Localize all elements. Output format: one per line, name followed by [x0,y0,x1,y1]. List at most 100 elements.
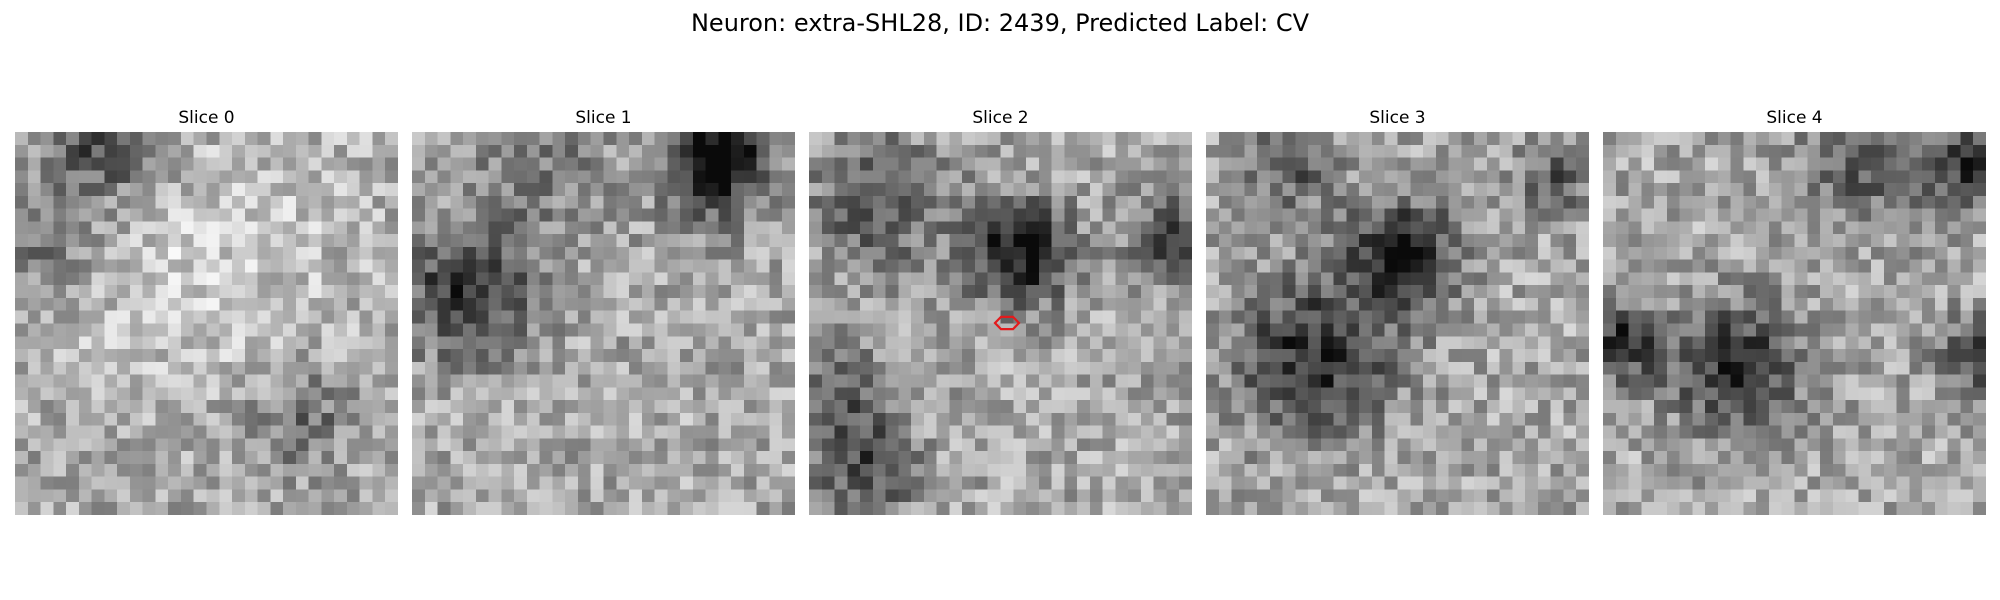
pixel [1807,349,1821,363]
pixel [1153,400,1168,414]
pixel [321,259,335,274]
pixel [257,310,271,325]
pixel [463,463,477,478]
pixel [526,412,541,427]
pixel [1666,400,1681,414]
pixel [437,297,451,312]
pixel [232,400,246,414]
pixel [1206,336,1220,350]
pixel [629,221,643,235]
pixel [1038,451,1053,465]
pixel [526,195,541,210]
pixel [834,502,848,515]
pixel [450,157,464,171]
pixel [1781,234,1796,248]
pixel [743,144,758,159]
pixel [923,463,938,478]
pixel [641,476,656,491]
pixel [1461,323,1475,337]
pixel [949,195,963,210]
pixel [731,234,745,248]
pixel [1448,285,1462,299]
pixel [1089,425,1104,439]
pixel [1257,157,1271,171]
pixel [1128,208,1142,222]
pixel [718,272,732,286]
pixel [488,336,502,350]
pixel [1909,489,1923,503]
pixel [1832,502,1847,515]
pixel [1166,349,1180,363]
pixel [667,259,681,274]
pixel [1820,489,1834,503]
pixel [1934,259,1949,274]
pixel [603,438,617,452]
pixel [1692,489,1706,503]
pixel [1231,463,1245,478]
pixel [1756,208,1770,222]
pixel [1960,387,1974,401]
pixel [1474,183,1488,197]
pixel [283,451,297,465]
pixel [78,323,93,337]
pixel [1820,476,1834,491]
pixel [1384,374,1399,388]
pixel [1089,361,1104,376]
pixel [1883,208,1898,222]
pixel [40,463,54,478]
pixel [1666,336,1681,350]
pixel [1960,336,1974,350]
pixel [1435,336,1450,350]
pixel [475,349,490,363]
pixel [1794,221,1808,235]
pixel [1320,412,1335,427]
pixel [1845,425,1859,439]
pixel [603,336,617,350]
pixel [424,463,439,478]
pixel [1371,132,1386,146]
pixel [450,463,464,478]
pixel [295,502,310,515]
pixel [743,234,758,248]
pixel [283,246,297,261]
pixel [78,476,93,491]
pixel [1576,132,1589,146]
pixel [1115,349,1129,363]
pixel [514,157,528,171]
pixel [974,195,989,210]
pixel [577,412,592,427]
pixel [78,195,93,210]
pixel [1743,476,1757,491]
pixel [641,400,656,414]
pixel [40,208,54,222]
pixel [359,387,374,401]
pixel [1244,183,1258,197]
pixel [718,502,732,515]
pixel [1051,400,1065,414]
pixel [1359,361,1373,376]
pixel [1615,144,1630,159]
pixel [743,221,758,235]
pixel [1371,285,1386,299]
pixel [501,170,515,184]
pixel [692,310,707,325]
pixel [1909,361,1923,376]
pixel [1346,259,1360,274]
pixel [1282,195,1296,210]
pixel [1295,323,1309,337]
pixel [949,361,963,376]
pixel [514,144,528,159]
pixel [821,259,836,274]
pixel [860,208,874,222]
pixel [1768,349,1783,363]
pixel [743,400,758,414]
pixel [654,489,668,503]
pixel [359,195,374,210]
pixel [1858,374,1872,388]
pixel [424,323,439,337]
pixel [475,297,490,312]
pixel [1832,297,1847,312]
pixel [1089,144,1104,159]
pixel [1371,272,1386,286]
pixel [155,412,169,427]
